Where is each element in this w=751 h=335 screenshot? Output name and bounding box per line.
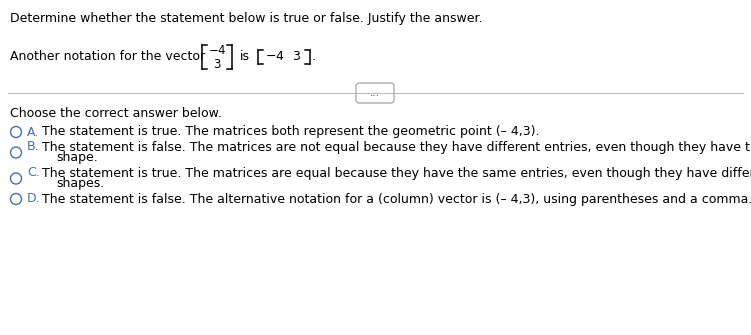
Text: The statement is true. The matrices both represent the geometric point (– 4,3).: The statement is true. The matrices both… [42, 126, 539, 138]
Text: $-4$: $-4$ [208, 44, 226, 57]
Text: D.: D. [27, 193, 41, 205]
Text: shapes.: shapes. [56, 178, 104, 191]
Text: $-4$: $-4$ [265, 51, 285, 64]
Text: C.: C. [27, 166, 40, 180]
Text: B.: B. [27, 140, 40, 153]
Text: A.: A. [27, 126, 39, 138]
Text: .: . [312, 51, 316, 64]
Text: ...: ... [370, 88, 380, 98]
Text: shape.: shape. [56, 151, 98, 164]
Text: $3$: $3$ [291, 51, 300, 64]
Text: Another notation for the vector: Another notation for the vector [10, 51, 205, 64]
Text: is: is [240, 51, 250, 64]
Text: Choose the correct answer below.: Choose the correct answer below. [10, 107, 222, 120]
Text: Determine whether the statement below is true or false. Justify the answer.: Determine whether the statement below is… [10, 12, 482, 25]
Text: The statement is false. The alternative notation for a (column) vector is (– 4,3: The statement is false. The alternative … [42, 193, 751, 205]
Text: The statement is true. The matrices are equal because they have the same entries: The statement is true. The matrices are … [42, 166, 751, 180]
Text: $3$: $3$ [213, 59, 222, 71]
Text: The statement is false. The matrices are not equal because they have different e: The statement is false. The matrices are… [42, 140, 751, 153]
FancyBboxPatch shape [356, 83, 394, 103]
